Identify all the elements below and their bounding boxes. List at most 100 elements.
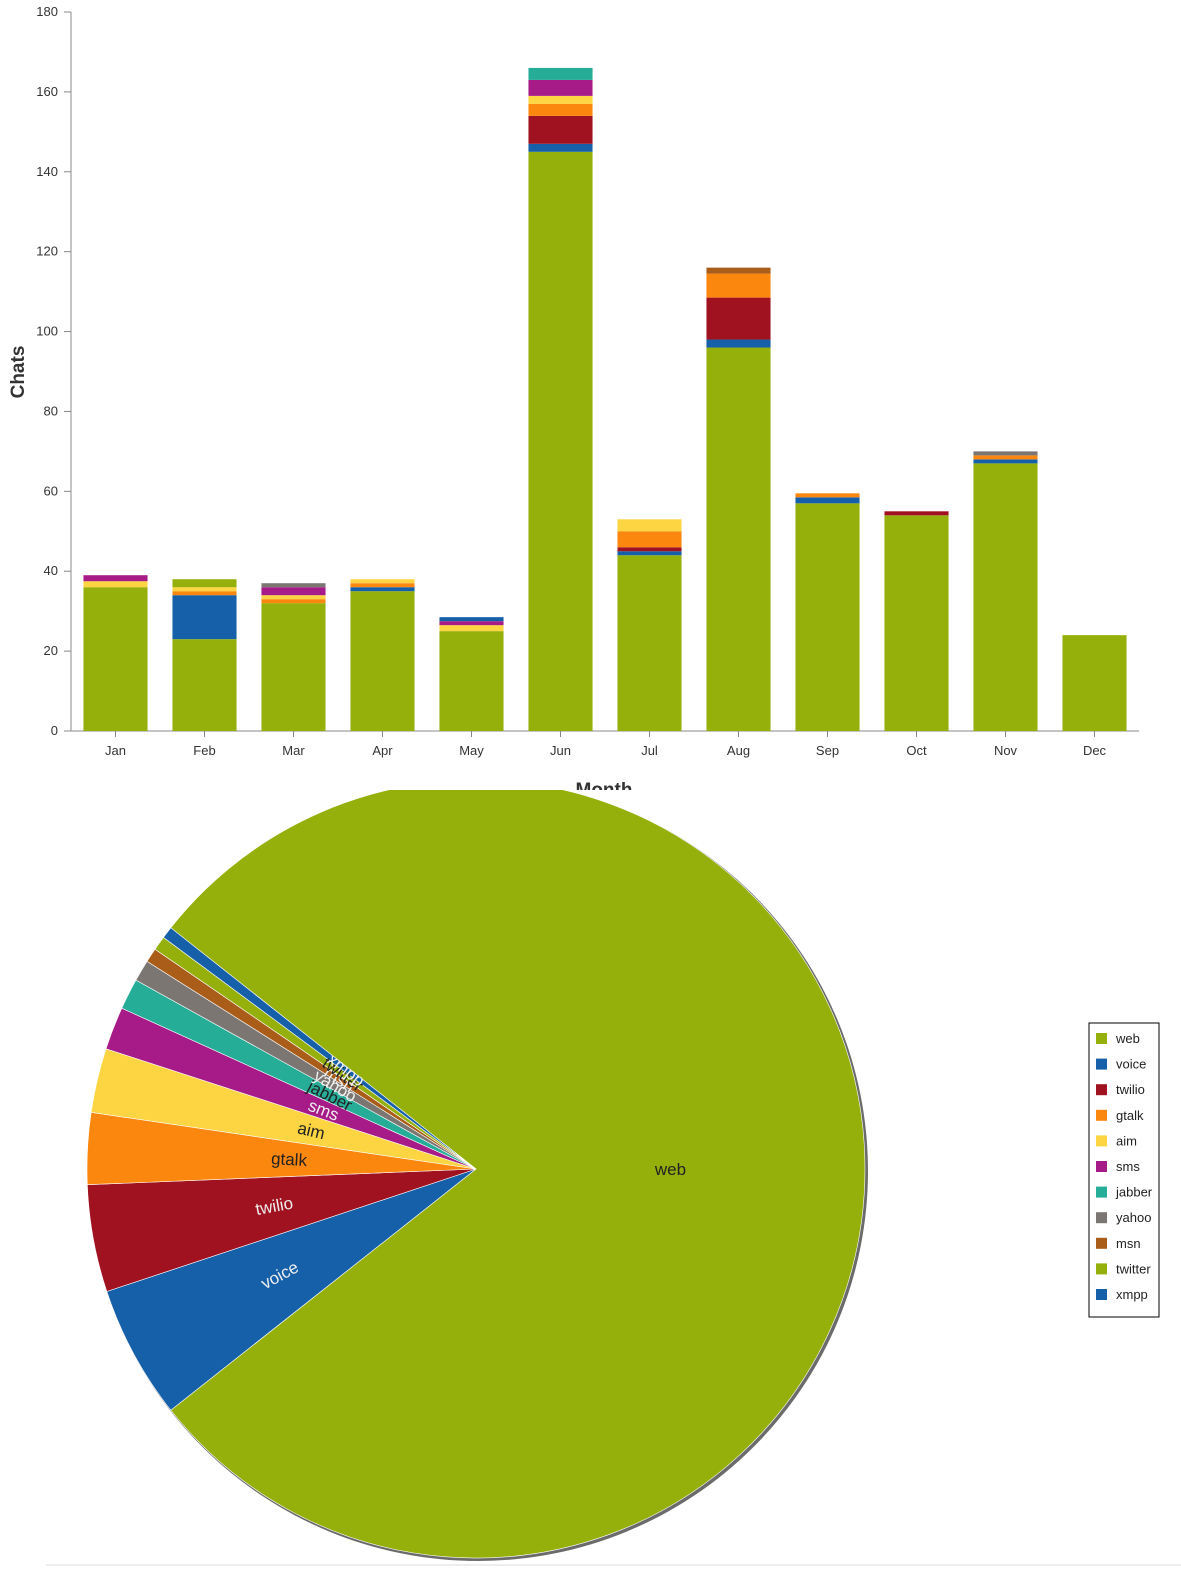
legend: web voice twilio gtalk aim sms jabber yahoo msn t… — [1088, 1022, 1160, 1318]
legend-swatch — [1096, 1212, 1107, 1224]
legend-label: yahoo — [1116, 1210, 1151, 1225]
x-tick-label: Sep — [816, 743, 839, 758]
bar-segment-yahoo — [261, 583, 326, 588]
bar-stack-dec — [1062, 635, 1127, 731]
legend-swatch — [1096, 1058, 1107, 1070]
legend-swatch — [1096, 1263, 1107, 1275]
bar-stack-may — [439, 617, 504, 731]
bar-segment-gtalk — [261, 599, 326, 604]
bar-segment-sms — [439, 621, 504, 626]
bar-segment-voice — [795, 497, 860, 504]
legend-label: web — [1115, 1031, 1140, 1046]
stacked-bar-chart: 0 20 40 60 80 100 120 140 160 180 Jan Feb Mar Apr May… — [8, 4, 1139, 790]
bar-segment-sms — [528, 79, 593, 96]
pie-slice-voice — [106, 1168, 477, 1411]
legend-label: sms — [1116, 1159, 1140, 1174]
legend-item-twilio: twilio — [1096, 1082, 1145, 1097]
pie-slice-web — [170, 790, 866, 1559]
bar-stack-jun — [528, 67, 593, 732]
legend-label: jabber — [1115, 1185, 1153, 1200]
bar-segment-aim — [261, 595, 326, 600]
pie-slices — [86, 790, 866, 1559]
bar-segment-msn — [706, 267, 771, 274]
legend-label: twitter — [1116, 1261, 1151, 1276]
bar-segment-web — [261, 603, 326, 731]
y-axis-title: Chats — [8, 346, 29, 399]
bar-segment-aim — [350, 579, 415, 584]
legend-item-msn: msn — [1096, 1236, 1141, 1251]
y-axis-ticks: 0 20 40 60 80 100 120 140 160 180 — [36, 4, 71, 738]
legend-item-yahoo: yahoo — [1096, 1210, 1151, 1225]
x-tick-label: Jun — [550, 743, 571, 758]
legend-label: twilio — [1116, 1082, 1145, 1097]
bar-segment-web — [617, 555, 682, 731]
bar-segment-gtalk — [706, 273, 771, 298]
x-tick-label: May — [459, 743, 484, 758]
bar-stack-sep — [795, 493, 860, 731]
x-tick-label: Oct — [906, 743, 927, 758]
pie-label-web: web — [654, 1160, 686, 1179]
legend-swatch — [1096, 1084, 1107, 1096]
bar-stack-aug — [706, 267, 771, 731]
pie-slice-xmpp — [163, 927, 477, 1170]
bar-segment-aim — [439, 625, 504, 632]
bar-segment-gtalk — [973, 455, 1038, 460]
bar-segment-voice — [528, 143, 593, 152]
bar-segment-yahoo — [973, 451, 1038, 456]
x-tick-label: Dec — [1083, 743, 1107, 758]
bar-segment-aim — [83, 581, 148, 588]
bar-segment-aim — [172, 587, 237, 592]
bar-stack-apr — [350, 579, 415, 731]
legend-label: gtalk — [1116, 1108, 1144, 1123]
x-axis-title: Month — [576, 780, 633, 790]
legend-swatch — [1096, 1135, 1107, 1147]
legend-label: aim — [1116, 1133, 1137, 1148]
bar-segment-web — [172, 639, 237, 731]
bar-segment-gtalk — [795, 493, 860, 498]
bar-segment-voice — [973, 459, 1038, 464]
y-tick-label: 0 — [51, 723, 58, 738]
y-tick-label: 80 — [44, 403, 58, 418]
y-tick-label: 20 — [44, 643, 58, 658]
bar-stack-feb — [172, 579, 237, 731]
legend-label: xmpp — [1116, 1287, 1148, 1302]
pie-label-gtalk: gtalk — [271, 1149, 308, 1170]
legend-item-voice: voice — [1096, 1057, 1146, 1072]
legend-item-sms: sms — [1096, 1159, 1140, 1174]
legend-item-web: web — [1096, 1031, 1140, 1046]
bar-stacks — [83, 67, 1127, 732]
bar-segment-gtalk — [172, 591, 237, 596]
bar-segment-twilio — [706, 297, 771, 340]
bar-segment-sms — [261, 587, 326, 596]
bar-stack-jan — [83, 575, 148, 731]
pie-chart: web voice twilio gtalk aim sms jabber yahoo msn t… — [46, 790, 1181, 1566]
legend-label: voice — [1116, 1057, 1146, 1072]
y-tick-label: 40 — [44, 563, 58, 578]
bar-segment-voice — [706, 339, 771, 348]
bar-segment-web — [350, 591, 415, 731]
bar-segment-web — [83, 587, 148, 731]
bar-segment-xmpp — [439, 617, 504, 622]
y-tick-label: 140 — [36, 164, 58, 179]
bar-segment-web — [706, 347, 771, 731]
x-axis-ticks: Jan Feb Mar Apr May Jun Jul Aug Sep Oct Nov Dec — [105, 731, 1107, 758]
bar-segment-twilio — [884, 511, 949, 516]
y-tick-label: 120 — [36, 244, 58, 259]
bar-stack-jul — [617, 519, 682, 731]
legend-swatch — [1096, 1186, 1107, 1198]
legend-swatch — [1096, 1289, 1107, 1300]
legend-items: web voice twilio gtalk aim sms jabber yahoo msn t… — [1096, 1031, 1153, 1302]
bar-segment-web — [1062, 635, 1127, 731]
bar-segment-gtalk — [617, 531, 682, 548]
y-tick-label: 60 — [44, 483, 58, 498]
bar-segment-web — [795, 503, 860, 731]
bar-segment-voice — [617, 551, 682, 556]
x-tick-label: Feb — [193, 743, 215, 758]
bar-segment-gtalk — [350, 583, 415, 588]
bar-segment-twitter — [172, 579, 237, 588]
bar-segment-sms — [83, 575, 148, 582]
bar-segment-twilio — [617, 547, 682, 552]
bar-segment-aim — [528, 95, 593, 104]
bar-segment-aim — [617, 519, 682, 532]
bar-segment-gtalk — [528, 103, 593, 116]
